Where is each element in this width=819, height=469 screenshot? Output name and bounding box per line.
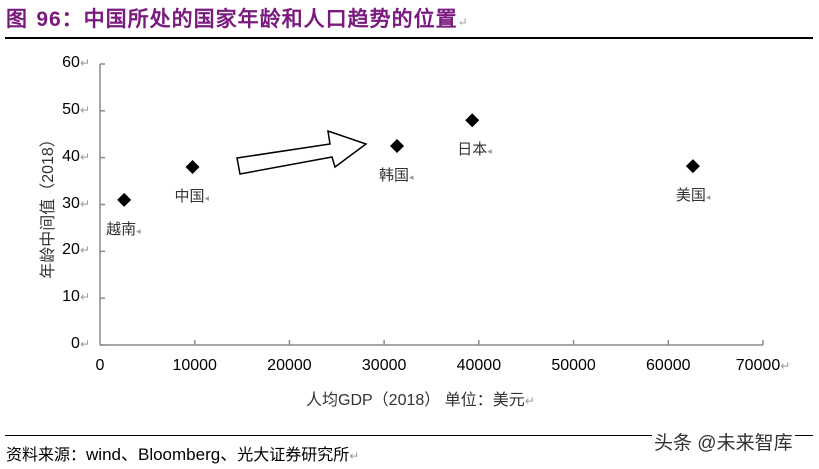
point-label: 越南◂ <box>106 220 141 238</box>
y-tick-label: 0↵ <box>71 335 90 352</box>
source-label: 资料来源： <box>6 445 87 464</box>
point-label: 日本◂ <box>457 141 492 159</box>
y-tick-label: 40↵ <box>62 147 90 165</box>
diamond-marker-icon <box>465 113 480 128</box>
point-label: 美国◂ <box>675 187 711 205</box>
return-mark-icon: ↵ <box>457 15 469 29</box>
x-tick-label: 0 <box>95 357 105 374</box>
point-label: 中国◂ <box>174 188 210 206</box>
y-tick-label: 50↵ <box>62 100 90 118</box>
x-axis-label: 人均GDP（2018） 单位：美元↵ <box>306 392 535 409</box>
diamond-marker-icon <box>390 138 405 153</box>
x-tick-label: 30000 <box>361 357 407 374</box>
y-tick-label: 60↵ <box>62 54 90 71</box>
data-points <box>117 113 700 207</box>
y-tick-label: 20↵ <box>62 241 90 259</box>
x-tick-label: 10000 <box>172 357 217 374</box>
diamond-marker-icon <box>185 160 200 175</box>
y-tick-label: 10↵ <box>62 288 90 306</box>
scatter-chart: 0↵ 10↵ 20↵ 30↵ 40↵ 50↵ 60↵ 0 10000 20000 30000 400… <box>40 54 791 409</box>
x-tick-label: 60000 <box>646 357 691 374</box>
x-tick-label: 70000↵ <box>735 357 791 374</box>
axes <box>99 63 764 346</box>
y-tick-label: 30↵ <box>62 194 90 212</box>
source-text: wind、Bloomberg、 <box>86 445 238 464</box>
figure-title-prefix: 图 <box>6 6 37 31</box>
source-org: 光大证券研究所 <box>237 445 350 464</box>
point-label: 韩国◂ <box>379 166 414 184</box>
watermark: 头条 @未来智库 <box>652 428 795 455</box>
x-tick-label: 50000 <box>551 357 596 374</box>
figure-number: 96 <box>36 8 62 31</box>
trend-arrow-icon <box>236 129 368 175</box>
diamond-marker-icon <box>685 159 700 174</box>
y-axis-label: 年龄中间值（2018） <box>40 131 57 279</box>
diamond-marker-icon <box>117 192 132 207</box>
source-note: 资料来源：wind、Bloomberg、光大证券研究所↵ <box>6 445 360 464</box>
footer-divider <box>5 435 813 436</box>
chart-canvas <box>99 63 764 346</box>
title-divider <box>5 37 813 39</box>
figure-title: 图 96：中国所处的国家年龄和人口趋势的位置↵ <box>6 3 469 33</box>
figure-title-text: ：中国所处的国家年龄和人口趋势的位置 <box>61 6 458 31</box>
x-tick-label: 40000 <box>456 357 502 374</box>
x-tick-label: 20000 <box>267 357 312 374</box>
